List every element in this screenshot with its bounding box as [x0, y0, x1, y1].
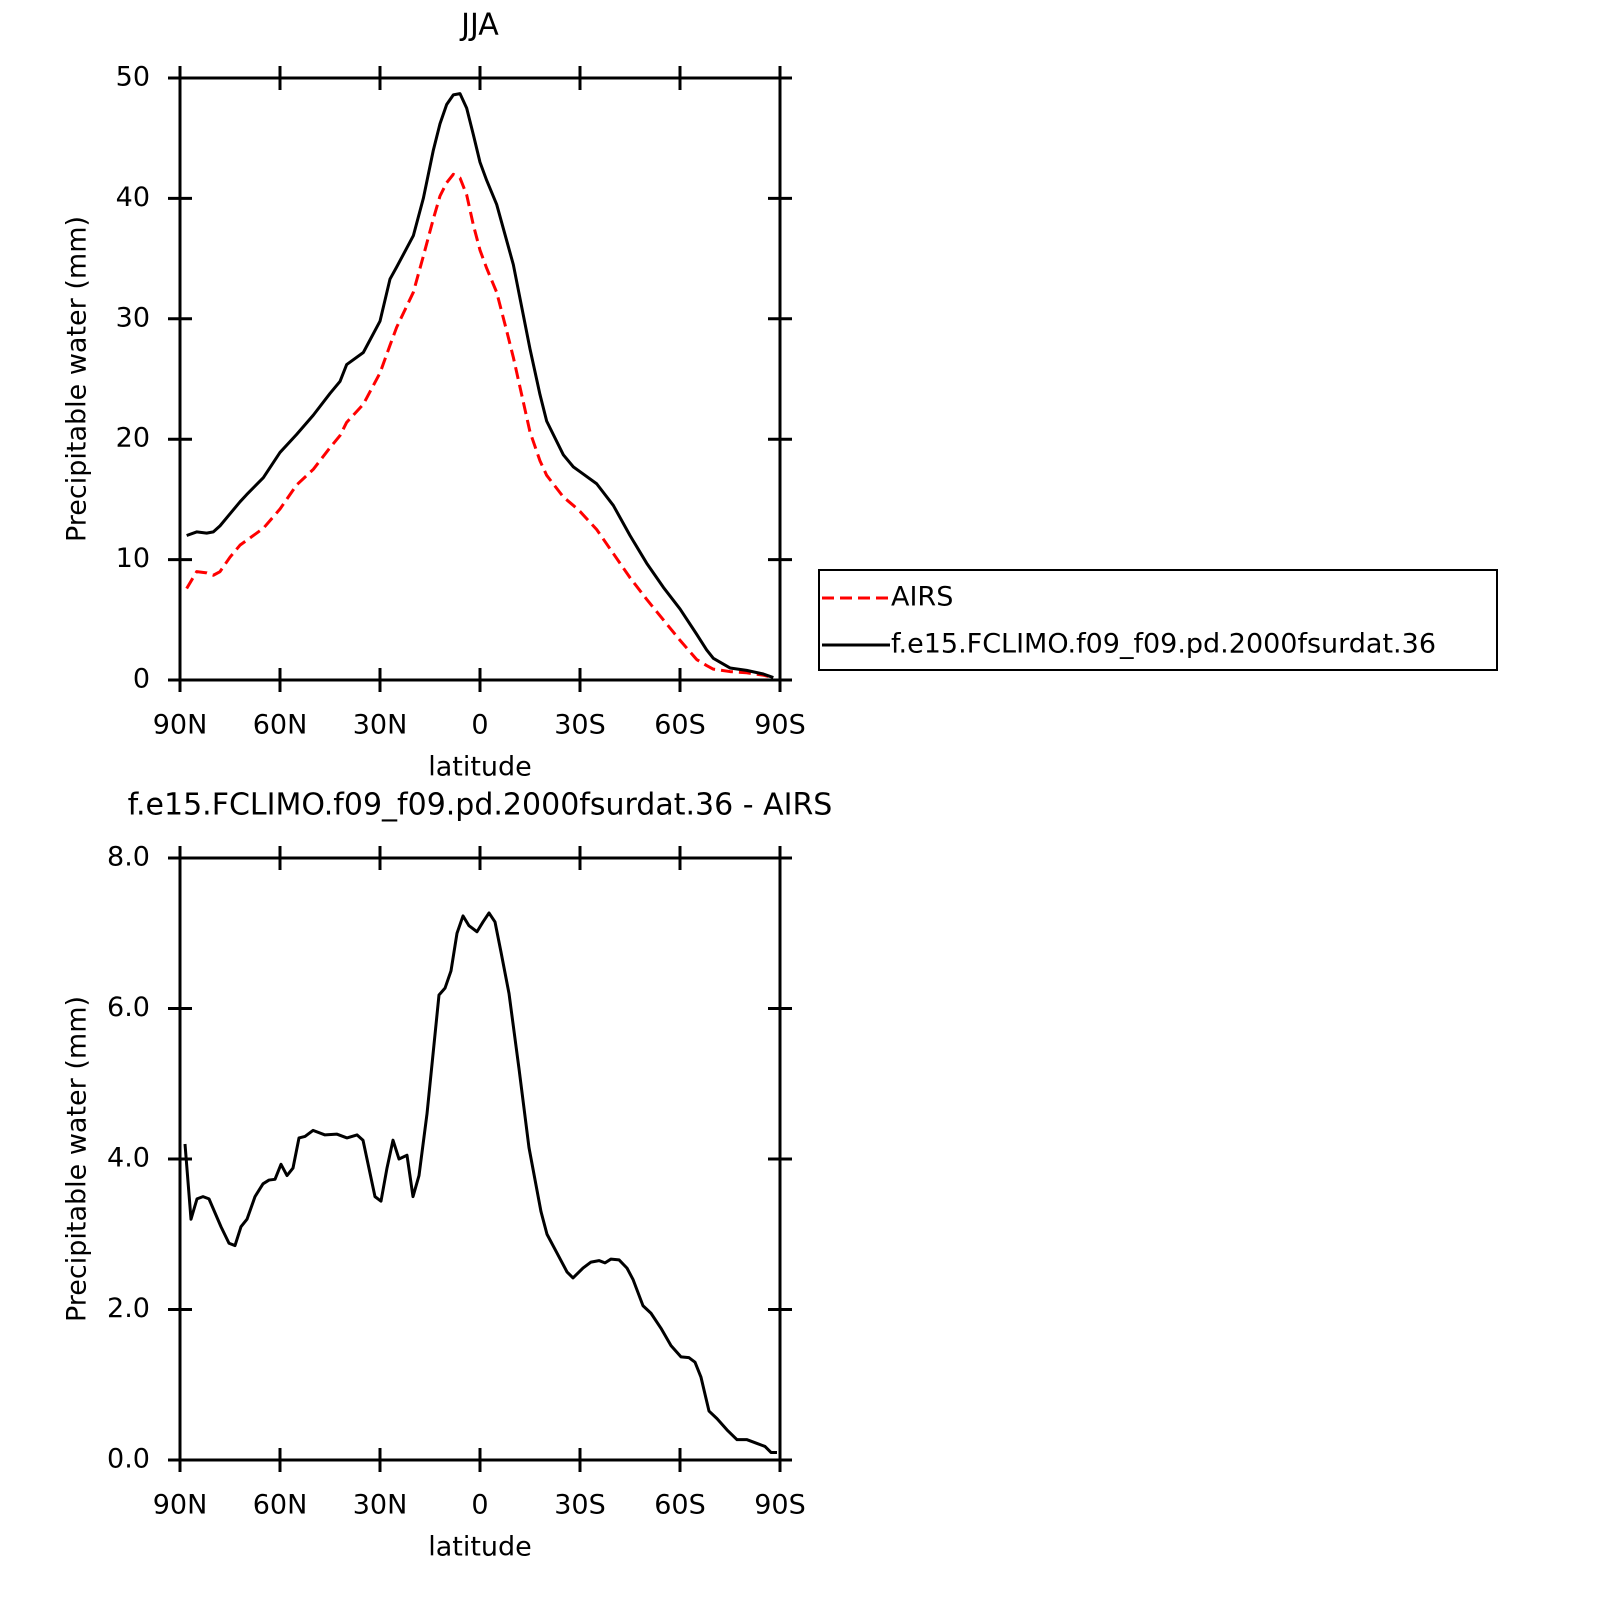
y-tick-label: 40: [116, 182, 150, 213]
x-tick-label: 60S: [654, 710, 706, 741]
x-tick-label: 30S: [554, 710, 606, 741]
y-tick-label: 10: [116, 543, 150, 574]
chart-title: JJA: [459, 8, 499, 43]
x-tick-label: 90N: [153, 710, 208, 741]
y-tick-label: 8.0: [107, 842, 150, 873]
y-tick-label: 0.0: [107, 1444, 150, 1475]
x-tick-label: 60N: [253, 1490, 308, 1521]
y-tick-label: 0: [133, 664, 150, 695]
x-tick-label: 90S: [754, 710, 806, 741]
legend-box: [818, 569, 1498, 671]
plot-frame: [178, 76, 782, 682]
legend-label: AIRS: [891, 582, 953, 613]
x-tick-label: 30N: [353, 710, 408, 741]
y-tick-label: 2.0: [107, 1293, 150, 1324]
plot-frame: [178, 856, 782, 1462]
series-line: [186, 92, 774, 680]
x-tick-label: 90S: [754, 1490, 806, 1521]
x-tick-label: 0: [471, 710, 488, 741]
y-tick-label: 30: [116, 302, 150, 333]
legend-label: f.e15.FCLIMO.f09_f09.pd.2000fsurdat.36: [891, 629, 1436, 660]
x-tick-label: 60S: [654, 1490, 706, 1521]
y-axis-label: Precipitable water (mm): [62, 996, 93, 1322]
x-tick-label: 60N: [253, 710, 308, 741]
series-line: [183, 911, 777, 1454]
x-tick-label: 30S: [554, 1490, 606, 1521]
x-axis-label: latitude: [428, 1532, 532, 1563]
x-tick-label: 90N: [153, 1490, 208, 1521]
series-line: [185, 172, 774, 680]
y-tick-label: 4.0: [107, 1143, 150, 1174]
x-tick-label: 0: [471, 1490, 488, 1521]
y-tick-label: 6.0: [107, 992, 150, 1023]
y-axis-label: Precipitable water (mm): [62, 216, 93, 542]
y-tick-label: 50: [116, 62, 150, 93]
x-axis-label: latitude: [428, 752, 532, 783]
y-tick-label: 20: [116, 423, 150, 454]
chart-title: f.e15.FCLIMO.f09_f09.pd.2000fsurdat.36 -…: [128, 788, 833, 823]
x-tick-label: 30N: [353, 1490, 408, 1521]
